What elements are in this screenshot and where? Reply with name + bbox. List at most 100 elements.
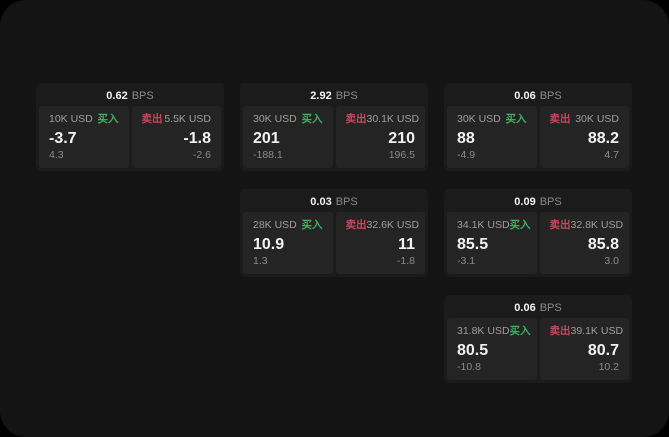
buy-amount: 10K USD	[49, 113, 93, 125]
sell-price: 88.2	[587, 130, 619, 147]
bps-header: 0.09 BPS	[447, 192, 629, 212]
buy-delta: -10.8	[457, 361, 481, 373]
sell-price: 80.7	[587, 342, 619, 359]
bps-unit-label: BPS	[539, 90, 562, 102]
sell-panel-top: 卖出 39.1K USD	[549, 325, 624, 338]
buy-delta: -3.1	[457, 255, 476, 267]
buy-delta: 4.3	[49, 149, 64, 161]
buy-price: 80.5	[457, 342, 489, 359]
sell-amount: 32.8K USD	[570, 219, 624, 231]
sell-price: -1.8	[183, 130, 211, 147]
sell-label: 卖出	[345, 219, 367, 231]
bps-unit-label: BPS	[539, 302, 562, 314]
quote-panels: 28K USD 买入 10.9 1.3 卖出 32.6K USD 11 -1.8	[243, 212, 425, 274]
buy-panel[interactable]: 34.1K USD 买入 85.5 -3.1	[447, 212, 537, 274]
bps-unit-label: BPS	[539, 196, 562, 208]
sell-delta: -1.8	[396, 255, 415, 267]
sell-panel[interactable]: 卖出 30.1K USD 210 196.5	[335, 106, 425, 168]
sell-label: 卖出	[549, 325, 571, 337]
buy-amount: 30K USD	[457, 113, 501, 125]
buy-amount: 30K USD	[253, 113, 297, 125]
sell-amount: 32.6K USD	[366, 219, 420, 231]
quote-card: 0.06 BPS 30K USD 买入 88 -4.9 卖出 30K USD	[444, 83, 632, 171]
buy-panel[interactable]: 31.8K USD 买入 80.5 -10.8	[447, 318, 537, 380]
sell-price: 85.8	[587, 236, 619, 253]
sell-delta: -2.6	[192, 149, 211, 161]
buy-panel[interactable]: 30K USD 买入 201 -188.1	[243, 106, 333, 168]
quote-panels: 30K USD 买入 88 -4.9 卖出 30K USD 88.2 4.7	[447, 106, 629, 168]
sell-panel-top: 卖出 32.8K USD	[549, 219, 624, 232]
buy-price: -3.7	[49, 130, 77, 147]
sell-panel-top: 卖出 32.6K USD	[345, 219, 420, 232]
quote-panels: 34.1K USD 买入 85.5 -3.1 卖出 32.8K USD 85.8…	[447, 212, 629, 274]
sell-panel-top: 卖出 30.1K USD	[345, 113, 420, 126]
buy-price: 85.5	[457, 236, 489, 253]
sell-amount: 5.5K USD	[164, 113, 211, 125]
buy-price: 88	[457, 130, 475, 147]
buy-delta: -4.9	[457, 149, 476, 161]
buy-label: 买入	[301, 219, 323, 231]
quote-panels: 30K USD 买入 201 -188.1 卖出 30.1K USD 210 1…	[243, 106, 425, 168]
buy-label: 买入	[301, 113, 323, 125]
sell-panel[interactable]: 卖出 32.6K USD 11 -1.8	[335, 212, 425, 274]
buy-panel[interactable]: 10K USD 买入 -3.7 4.3	[39, 106, 129, 168]
sell-amount: 30.1K USD	[366, 113, 420, 125]
sell-delta: 196.5	[388, 149, 415, 161]
bps-unit-label: BPS	[335, 196, 358, 208]
sell-panel-top: 卖出 5.5K USD	[142, 113, 212, 126]
buy-panel-top: 31.8K USD 买入	[457, 325, 531, 338]
buy-label: 买入	[97, 113, 119, 125]
buy-panel-top: 30K USD 买入	[457, 113, 527, 126]
bps-value: 0.03	[310, 196, 332, 208]
buy-label: 买入	[509, 219, 531, 231]
bps-header: 0.06 BPS	[447, 298, 629, 318]
buy-panel[interactable]: 30K USD 买入 88 -4.9	[447, 106, 537, 168]
buy-amount: 28K USD	[253, 219, 297, 231]
sell-panel[interactable]: 卖出 30K USD 88.2 4.7	[539, 106, 629, 168]
bps-unit-label: BPS	[335, 90, 358, 102]
sell-delta: 4.7	[604, 149, 619, 161]
sell-delta: 10.2	[598, 361, 619, 373]
bps-value: 0.06	[514, 90, 536, 102]
sell-panel-top: 卖出 30K USD	[550, 113, 620, 126]
buy-price: 201	[253, 130, 280, 147]
quote-card: 0.03 BPS 28K USD 买入 10.9 1.3 卖出 32.6K US…	[240, 189, 428, 277]
quote-grid: 0.62 BPS 10K USD 买入 -3.7 4.3 卖出 5.5K USD	[36, 83, 632, 383]
buy-label: 买入	[509, 325, 531, 337]
bps-value: 0.09	[514, 196, 536, 208]
sell-label: 卖出	[549, 113, 571, 125]
sell-panel[interactable]: 卖出 5.5K USD -1.8 -2.6	[131, 106, 221, 168]
buy-delta: 1.3	[253, 255, 268, 267]
bps-value: 0.06	[514, 302, 536, 314]
quote-card: 0.06 BPS 31.8K USD 买入 80.5 -10.8 卖出 39.1…	[444, 295, 632, 383]
sell-label: 卖出	[141, 113, 163, 125]
buy-panel-top: 30K USD 买入	[253, 113, 323, 126]
bps-unit-label: BPS	[131, 90, 154, 102]
bps-value: 2.92	[310, 90, 332, 102]
sell-amount: 30K USD	[575, 113, 619, 125]
bps-header: 2.92 BPS	[243, 86, 425, 106]
buy-amount: 34.1K USD	[457, 219, 510, 231]
sell-panel[interactable]: 卖出 39.1K USD 80.7 10.2	[539, 318, 629, 380]
quote-panels: 10K USD 买入 -3.7 4.3 卖出 5.5K USD -1.8 -2.…	[39, 106, 221, 168]
sell-label: 卖出	[345, 113, 367, 125]
buy-panel[interactable]: 28K USD 买入 10.9 1.3	[243, 212, 333, 274]
sell-price: 11	[398, 236, 415, 253]
bps-header: 0.06 BPS	[447, 86, 629, 106]
quote-card: 0.62 BPS 10K USD 买入 -3.7 4.3 卖出 5.5K USD	[36, 83, 224, 171]
quote-panels: 31.8K USD 买入 80.5 -10.8 卖出 39.1K USD 80.…	[447, 318, 629, 380]
bps-header: 0.62 BPS	[39, 86, 221, 106]
buy-delta: -188.1	[253, 149, 283, 161]
bps-value: 0.62	[106, 90, 128, 102]
buy-panel-top: 28K USD 买入	[253, 219, 323, 232]
sell-panel[interactable]: 卖出 32.8K USD 85.8 3.0	[539, 212, 629, 274]
bps-header: 0.03 BPS	[243, 192, 425, 212]
sell-label: 卖出	[549, 219, 571, 231]
buy-amount: 31.8K USD	[457, 325, 510, 337]
quote-card: 2.92 BPS 30K USD 买入 201 -188.1 卖出 30.1K …	[240, 83, 428, 171]
sell-delta: 3.0	[604, 255, 619, 267]
sell-price: 210	[388, 130, 415, 147]
buy-price: 10.9	[253, 236, 285, 253]
sell-amount: 39.1K USD	[570, 325, 624, 337]
